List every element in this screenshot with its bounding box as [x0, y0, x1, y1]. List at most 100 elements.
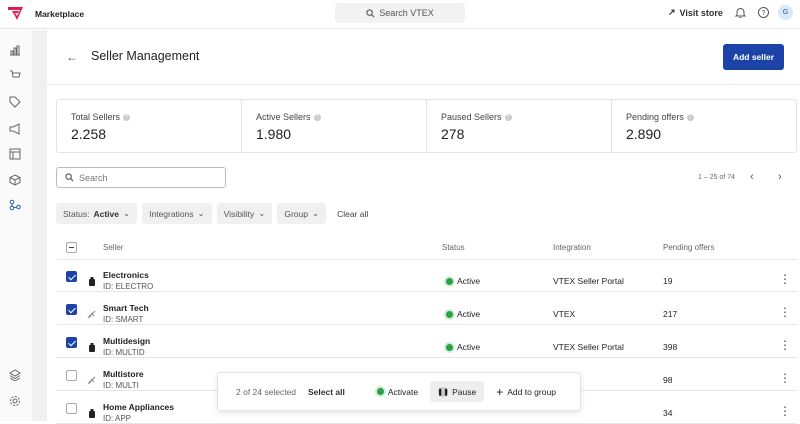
chevron-down-icon: ⌄	[311, 208, 320, 218]
help-icon[interactable]: ?	[686, 113, 694, 121]
add-to-group-label: Add to group	[507, 386, 556, 397]
svg-text:?: ?	[762, 10, 766, 17]
filter-label: Group	[284, 208, 308, 219]
table-row[interactable]: Electronics ID: ELECTRO Active VTEX Seller …	[0, 259, 800, 292]
visit-store-link[interactable]: ↗ Visit store	[668, 7, 723, 18]
activate-button[interactable]: Activate	[376, 387, 418, 397]
filter-bar: Status: Active ⌄ Integrations ⌄ Visibility ⌄…	[56, 203, 368, 224]
pagination-range: 1 – 25 of 74	[698, 174, 735, 181]
global-search[interactable]: Search VTEX	[335, 3, 465, 23]
vtex-logo[interactable]	[8, 7, 23, 20]
row-checkbox[interactable]	[66, 337, 77, 348]
seller-search-input[interactable]: Search	[56, 167, 226, 188]
bell-icon[interactable]	[734, 6, 747, 19]
stat-value: 1.980	[256, 126, 292, 142]
sidebar-divider	[32, 30, 47, 421]
lock-icon	[89, 343, 95, 352]
help-icon[interactable]: ?	[504, 113, 512, 121]
column-header-pending-offers[interactable]: Pending offers	[663, 243, 715, 252]
settings-icon[interactable]	[9, 395, 21, 407]
analytics-icon[interactable]	[9, 44, 21, 56]
select-all-button[interactable]: Select all	[308, 386, 345, 397]
stat-active-sellers: Active Sellers? 1.980	[242, 100, 427, 152]
help-icon[interactable]: ?	[123, 113, 131, 121]
chevron-right-icon[interactable]: ›	[778, 171, 782, 183]
seller-name[interactable]: Electronics	[103, 270, 149, 280]
filter-visibility[interactable]: Visibility ⌄	[216, 203, 273, 224]
status-label: Active	[457, 342, 481, 352]
app-name: Marketplace	[35, 9, 85, 19]
lock-icon	[89, 277, 95, 286]
filter-group[interactable]: Group ⌄	[277, 203, 327, 224]
column-header-seller[interactable]: Seller	[103, 243, 124, 252]
integration: VTEX	[553, 309, 576, 319]
pause-icon: ❚❚	[437, 386, 449, 397]
active-dot-icon	[446, 343, 453, 351]
pause-button[interactable]: ❚❚ Pause	[430, 381, 485, 402]
seller-name[interactable]: Home Appliances	[103, 402, 175, 412]
stat-label: Paused Sellers	[441, 112, 502, 122]
filter-integrations[interactable]: Integrations ⌄	[142, 203, 212, 224]
help-icon[interactable]: ?	[757, 6, 770, 19]
row-checkbox[interactable]	[66, 370, 77, 381]
status-label: Active	[457, 276, 481, 286]
megaphone-icon[interactable]	[9, 123, 21, 135]
layout-icon[interactable]	[9, 148, 21, 160]
layers-icon[interactable]	[9, 369, 21, 381]
search-icon	[65, 173, 74, 182]
lock-icon	[89, 409, 95, 418]
column-header-status[interactable]: Status	[442, 243, 465, 252]
seller-name[interactable]: Multidesign	[103, 336, 151, 346]
stat-pending-offers: Pending offers? 2.890	[612, 100, 796, 152]
more-options-icon[interactable]: ⋮	[779, 371, 791, 385]
filter-label: Integrations	[149, 208, 194, 219]
search-icon	[366, 8, 375, 17]
status-badge: Active	[446, 342, 480, 352]
row-checkbox[interactable]	[66, 304, 77, 315]
more-options-icon[interactable]: ⋮	[779, 404, 791, 418]
filter-status-label: Status:	[63, 208, 90, 219]
integration: VTEX Seller Portal	[553, 342, 624, 352]
stats-cards: Total Sellers? 2.258 Active Sellers? 1.980…	[56, 99, 797, 153]
chevron-left-icon[interactable]: ‹	[750, 171, 754, 183]
seller-name[interactable]: Multistore	[103, 369, 144, 379]
stat-value: 278	[441, 126, 465, 142]
active-dot-icon	[446, 310, 453, 318]
share-icon[interactable]	[9, 199, 21, 211]
arrow-up-right-icon: ↗	[668, 7, 676, 17]
row-checkbox[interactable]	[66, 403, 77, 414]
divider	[56, 291, 797, 292]
cart-icon[interactable]	[9, 69, 21, 81]
seller-id: ID: MULTID	[103, 348, 145, 357]
table-row[interactable]: Multidesign ID: MULTID Active VTEX Seller P…	[0, 325, 800, 358]
status-label: Active	[457, 309, 481, 319]
filter-status[interactable]: Status: Active ⌄	[56, 203, 138, 224]
box-icon[interactable]	[9, 174, 21, 186]
tag-icon[interactable]	[9, 96, 21, 108]
more-options-icon[interactable]: ⋮	[779, 338, 791, 352]
integration: VTEX Seller Portal	[553, 276, 624, 286]
table-row[interactable]: Smart Tech ID: SMART Active VTEX 217 ⋮	[0, 292, 800, 325]
row-checkbox[interactable]	[66, 271, 77, 282]
seller-id: ID: MULTI	[103, 381, 139, 390]
add-to-group-button[interactable]: + Add to group	[496, 385, 556, 399]
pending-offers: 217	[663, 309, 678, 319]
stat-label: Pending offers	[626, 112, 684, 122]
clear-all-button[interactable]: Clear all	[337, 208, 369, 219]
divider	[56, 324, 797, 325]
more-options-icon[interactable]: ⋮	[779, 272, 791, 286]
filter-label: Visibility	[223, 208, 255, 219]
add-seller-button[interactable]: Add seller	[723, 44, 784, 70]
more-options-icon[interactable]: ⋮	[779, 305, 791, 319]
select-all-checkbox[interactable]	[66, 242, 77, 253]
avatar[interactable]: G	[778, 5, 793, 20]
seller-name[interactable]: Smart Tech	[103, 303, 149, 313]
chevron-down-icon: ⌄	[197, 208, 205, 218]
status-badge: Active	[446, 309, 480, 319]
stat-total-sellers: Total Sellers? 2.258	[57, 100, 242, 152]
back-arrow-icon[interactable]: ←	[66, 50, 78, 64]
help-icon[interactable]: ?	[313, 113, 321, 121]
column-header-integration[interactable]: Integration	[553, 243, 591, 252]
bulk-action-bar: 2 of 24 selected Select all Activate ❚❚ P…	[217, 372, 581, 411]
divider	[56, 357, 797, 358]
